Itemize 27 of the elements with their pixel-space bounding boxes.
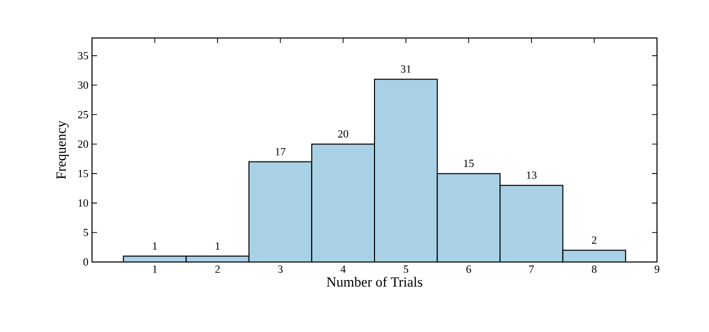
x-tick-label: 4 bbox=[340, 266, 346, 273]
data-label: 1 bbox=[216, 242, 220, 250]
data-label: 1 bbox=[153, 242, 157, 250]
x-tick-label: 7 bbox=[529, 266, 534, 273]
y-tick-label: 35 bbox=[78, 52, 88, 60]
x-tick-label: 2 bbox=[215, 266, 220, 273]
x-tick-label: 5 bbox=[404, 266, 408, 273]
data-label: 2 bbox=[592, 236, 596, 244]
y-axis-title: Frequency bbox=[56, 120, 69, 180]
x-axis-title: Number of Trials bbox=[326, 276, 422, 287]
y-tick-label: 5 bbox=[84, 228, 88, 236]
x-tick-label: 3 bbox=[278, 266, 283, 273]
data-label: 17 bbox=[276, 148, 286, 156]
data-label: 15 bbox=[464, 160, 474, 168]
data-label: 20 bbox=[338, 130, 348, 138]
y-tick-label: 10 bbox=[78, 199, 88, 207]
y-tick-label: 15 bbox=[78, 170, 88, 178]
x-tick-label: 1 bbox=[153, 266, 157, 273]
x-tick-label: 6 bbox=[466, 266, 472, 273]
data-label: 13 bbox=[526, 171, 536, 179]
x-tick-label: 9 bbox=[654, 266, 660, 273]
y-tick-label: 0 bbox=[83, 258, 88, 266]
y-tick-label: 25 bbox=[78, 110, 88, 118]
x-tick-label: 8 bbox=[592, 266, 597, 273]
data-label: 31 bbox=[400, 65, 411, 73]
y-tick-label: 20 bbox=[78, 140, 88, 148]
y-tick-label: 30 bbox=[78, 81, 88, 89]
